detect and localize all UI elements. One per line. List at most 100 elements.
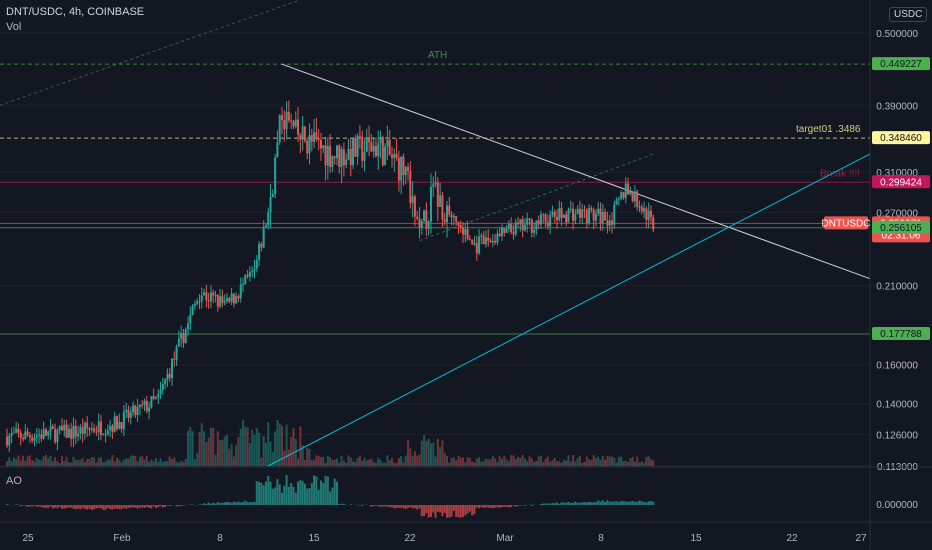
candle-body [597,208,600,214]
volume-bar [487,459,490,466]
volume-bar [83,461,86,466]
volume-bar [347,455,350,466]
candle-body [310,135,313,142]
ao-bar [468,505,471,512]
volume-bar [292,428,295,466]
candle-body [347,148,350,160]
volume-bar [246,427,249,466]
candle-body [303,126,306,141]
y-tick-label: 0.500000 [876,29,918,40]
price-badge-label: 0.299424 [880,177,922,188]
ao-bar [624,501,627,505]
ao-bar [423,505,426,516]
ao-bar [432,505,435,513]
candle-body [297,119,300,135]
candle-body [588,208,591,224]
y-tick-label: 0.126000 [876,430,918,441]
candle-body [221,296,224,303]
symbol-badge-label: DNTUSDC [822,218,871,229]
volume-bar [267,422,270,466]
candle-body [42,429,45,439]
candle-body [498,233,501,236]
volume-bar [166,461,169,466]
x-tick-label: 8 [217,533,223,544]
ao-bar [281,492,283,505]
candle-body [294,119,297,127]
volume-bar [19,460,22,466]
ao-bar [264,481,267,505]
candle-body [377,143,380,157]
ao-bar [310,483,313,505]
ao-bar [489,505,492,508]
volume-bar [384,462,387,466]
ao-bar [58,505,61,508]
volume-bar [221,439,224,466]
ao-bar [22,505,25,506]
volume-bar [336,458,338,466]
ao-bar [443,505,446,513]
candle-body [230,293,233,302]
volume-bar [232,456,235,466]
candle-body [26,431,29,436]
volume-bar [592,455,595,466]
volume-bar [28,455,31,466]
ao-bar [407,505,410,508]
ao-bar [372,505,375,507]
ao-bar [450,505,453,517]
ao-bar [70,505,73,508]
price-badge [872,220,930,234]
ao-bar [49,505,52,507]
ao-bar [81,505,84,509]
candle-body [6,436,8,446]
candle-body [613,204,616,225]
candle-body [70,428,73,439]
candle-body [129,412,132,419]
candle-body [631,191,634,202]
ao-bar [251,502,254,505]
ao-bar [441,505,444,517]
symbol-badge [824,216,868,230]
candle-body [145,400,148,412]
candle-body [342,149,345,166]
candle-body [90,428,93,430]
candle-body [88,428,91,430]
currency-button[interactable]: USDC [889,7,928,22]
ao-bar [219,502,222,505]
ao-bar [576,502,579,505]
ao-bar [395,505,398,509]
ao-bar [590,502,593,505]
candle-body [164,379,167,385]
candle-body [379,137,382,144]
ao-bar [97,505,100,509]
volume-bar [145,455,148,466]
volume-bar [264,442,267,466]
ao-bar [159,505,162,507]
level-note: ATH [428,50,447,61]
candle-body [308,135,311,154]
candle-body [333,156,336,159]
ao-bar [377,505,380,506]
ao-bar [599,501,602,505]
candle-body [624,183,627,198]
volume-bar [601,455,604,466]
candle-body [168,373,171,378]
volume-bar [164,460,167,466]
volume-bar [627,462,630,466]
ao-bar [572,502,575,505]
candle-body [599,208,602,224]
volume-bar [581,462,584,466]
candle-body [198,301,201,303]
volume-bar [416,455,419,466]
candle-body [116,416,118,429]
ao-bar [397,505,400,508]
ao-bar [487,505,490,508]
volume-bar [315,455,318,466]
candle-body [365,137,368,152]
ao-bar [464,505,467,516]
candle-body [370,142,373,152]
volume-bar [446,455,448,466]
candle-body [349,148,352,166]
candle-body [560,208,563,218]
candle-body [122,411,125,430]
